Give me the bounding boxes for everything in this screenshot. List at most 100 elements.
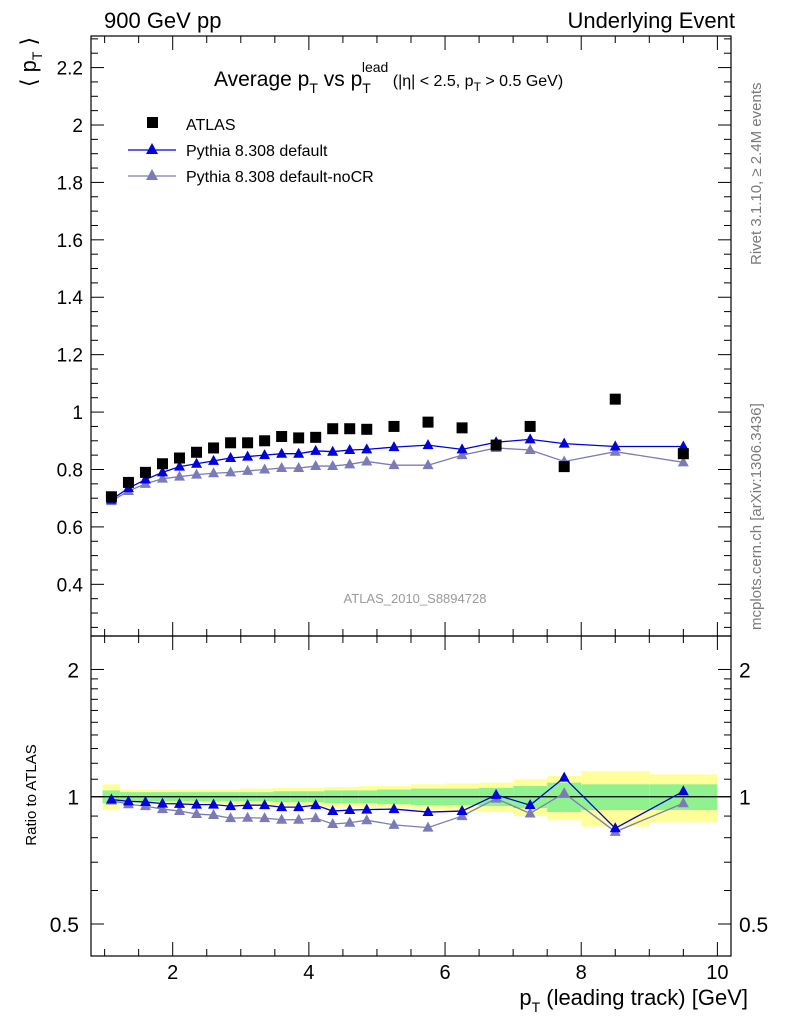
ratio-marker-pythia-nocr (327, 817, 339, 828)
ratio-marker-pythia-nocr (293, 813, 305, 824)
marker-atlas (609, 393, 621, 405)
ratio-marker-pythia-default (677, 785, 689, 796)
ratio-marker-pythia-nocr (225, 812, 237, 823)
marker-atlas (456, 422, 468, 434)
marker-atlas (259, 435, 271, 447)
marker-atlas (677, 448, 689, 460)
ratio-marker-pythia-default (174, 797, 186, 808)
marker-pythia-nocr (388, 459, 400, 470)
ratio-marker-pythia-default (156, 797, 168, 808)
legend-marker-default (146, 143, 158, 154)
ratio-marker-pythia-nocr (276, 813, 288, 824)
title-sub-b: T (362, 80, 371, 96)
header-left: 900 GeV pp (104, 8, 221, 33)
marker-pythia-nocr (677, 456, 689, 467)
ratio-marker-pythia-nocr (344, 816, 356, 827)
marker-pythia-nocr (456, 449, 468, 460)
marker-pythia-default (310, 444, 322, 455)
marker-pythia-default (609, 440, 621, 451)
ratio-marker-pythia-default (388, 803, 400, 814)
marker-atlas (208, 442, 220, 454)
ratio-marker-pythia-nocr (208, 809, 220, 820)
marker-atlas (276, 430, 288, 442)
marker-atlas (139, 466, 151, 478)
ratio-marker-pythia-default (122, 795, 134, 806)
ratio-tick-label-right: 2 (739, 659, 751, 682)
ratio-marker-pythia-default (422, 806, 434, 817)
ratio-marker-pythia-nocr (242, 811, 254, 822)
main-data-layer (105, 393, 689, 506)
marker-pythia-default (208, 454, 220, 465)
marker-pythia-default (524, 433, 536, 444)
ratio-tick-label-right: 1 (739, 787, 751, 810)
marker-atlas (174, 452, 186, 464)
legend-label-nocr: Pythia 8.308 default-noCR (186, 169, 374, 186)
marker-pythia-default (558, 437, 570, 448)
plot-title: Average pT vs pTlead (|η| < 2.5, pT > 0.… (214, 59, 563, 96)
title-sup-b: lead (362, 59, 388, 75)
title-cuts-a: (|η| < 2.5, p (388, 73, 473, 90)
y-tick-label: 1 (72, 403, 83, 424)
marker-pythia-default (456, 443, 468, 454)
ratio-marker-pythia-nocr (388, 818, 400, 829)
title-cuts-sub: T (474, 80, 482, 94)
ratio-marker-pythia-nocr (310, 812, 322, 823)
y-axis-label-open: ⟨ p (16, 60, 41, 87)
rivet-label: Rivet 3.1.10, ≥ 2.4M events (748, 83, 765, 266)
y-axis-label: ⟨ pT ⟩ (16, 37, 45, 87)
marker-pythia-nocr (361, 455, 373, 466)
analysis-id: ATLAS_2010_S8894728 (344, 591, 487, 606)
ratio-marker-pythia-default (208, 798, 220, 809)
y-tick-label: 0.8 (57, 460, 83, 481)
ratio-marker-pythia-nocr (422, 821, 434, 832)
y-tick-label: 1.6 (57, 231, 83, 252)
marker-pythia-nocr (174, 470, 186, 481)
ratio-marker-pythia-default (276, 801, 288, 812)
y-tick-label: 2 (72, 116, 83, 137)
ratio-marker-pythia-default (105, 793, 117, 804)
marker-pythia-nocr (344, 458, 356, 469)
marker-pythia-default (422, 439, 434, 450)
ratio-marker-pythia-default (139, 795, 151, 806)
x-tick-label: 2 (167, 962, 178, 984)
marker-atlas (242, 437, 254, 449)
marker-pythia-nocr (156, 472, 168, 483)
legend-label-atlas: ATLAS (186, 117, 236, 134)
title-part-b: vs p (318, 68, 362, 91)
marker-atlas (293, 432, 305, 444)
marker-pythia-default (242, 450, 254, 461)
ratio-marker-pythia-default (361, 803, 373, 814)
marker-pythia-default (174, 460, 186, 471)
marker-pythia-default (344, 443, 356, 454)
ratio-marker-pythia-nocr (191, 808, 203, 819)
marker-pythia-nocr (225, 466, 237, 477)
marker-atlas (422, 416, 434, 428)
x-tick-label: 8 (576, 962, 587, 984)
ratio-marker-pythia-default (456, 805, 468, 816)
title-cuts-b: > 0.5 GeV) (481, 73, 563, 90)
marker-pythia-default (276, 447, 288, 458)
marker-pythia-default (293, 447, 305, 458)
marker-pythia-nocr (327, 460, 339, 471)
y-axis-label-close: ⟩ (16, 37, 41, 52)
marker-pythia-nocr (242, 464, 254, 475)
marker-pythia-nocr (422, 459, 434, 470)
marker-pythia-nocr (293, 462, 305, 473)
legend-marker-atlas (147, 117, 158, 128)
legend: ATLAS Pythia 8.308 default Pythia 8.308 … (128, 117, 374, 186)
ratio-tick-label: 2 (67, 659, 79, 682)
main-axes: 0.4 0.6 0.8 1 1.2 1.4 1.6 1.8 2 2.2 (57, 36, 731, 636)
x-tick-label: 4 (303, 962, 314, 984)
marker-pythia-default (327, 445, 339, 456)
marker-pythia-nocr (310, 460, 322, 471)
title-part-a: Average p (214, 68, 309, 91)
ratio-marker-pythia-nocr (259, 812, 271, 823)
ratio-marker-pythia-default (524, 799, 536, 810)
ratio-axis-label: Ratio to ATLAS (23, 744, 40, 845)
ratio-marker-pythia-nocr (524, 807, 536, 818)
ratio-marker-pythia-default (242, 799, 254, 810)
ratio-marker-pythia-default (327, 805, 339, 816)
x-axis-label-rest: (leading track) [GeV] (540, 985, 748, 1010)
y-tick-label: 1.2 (57, 346, 83, 367)
